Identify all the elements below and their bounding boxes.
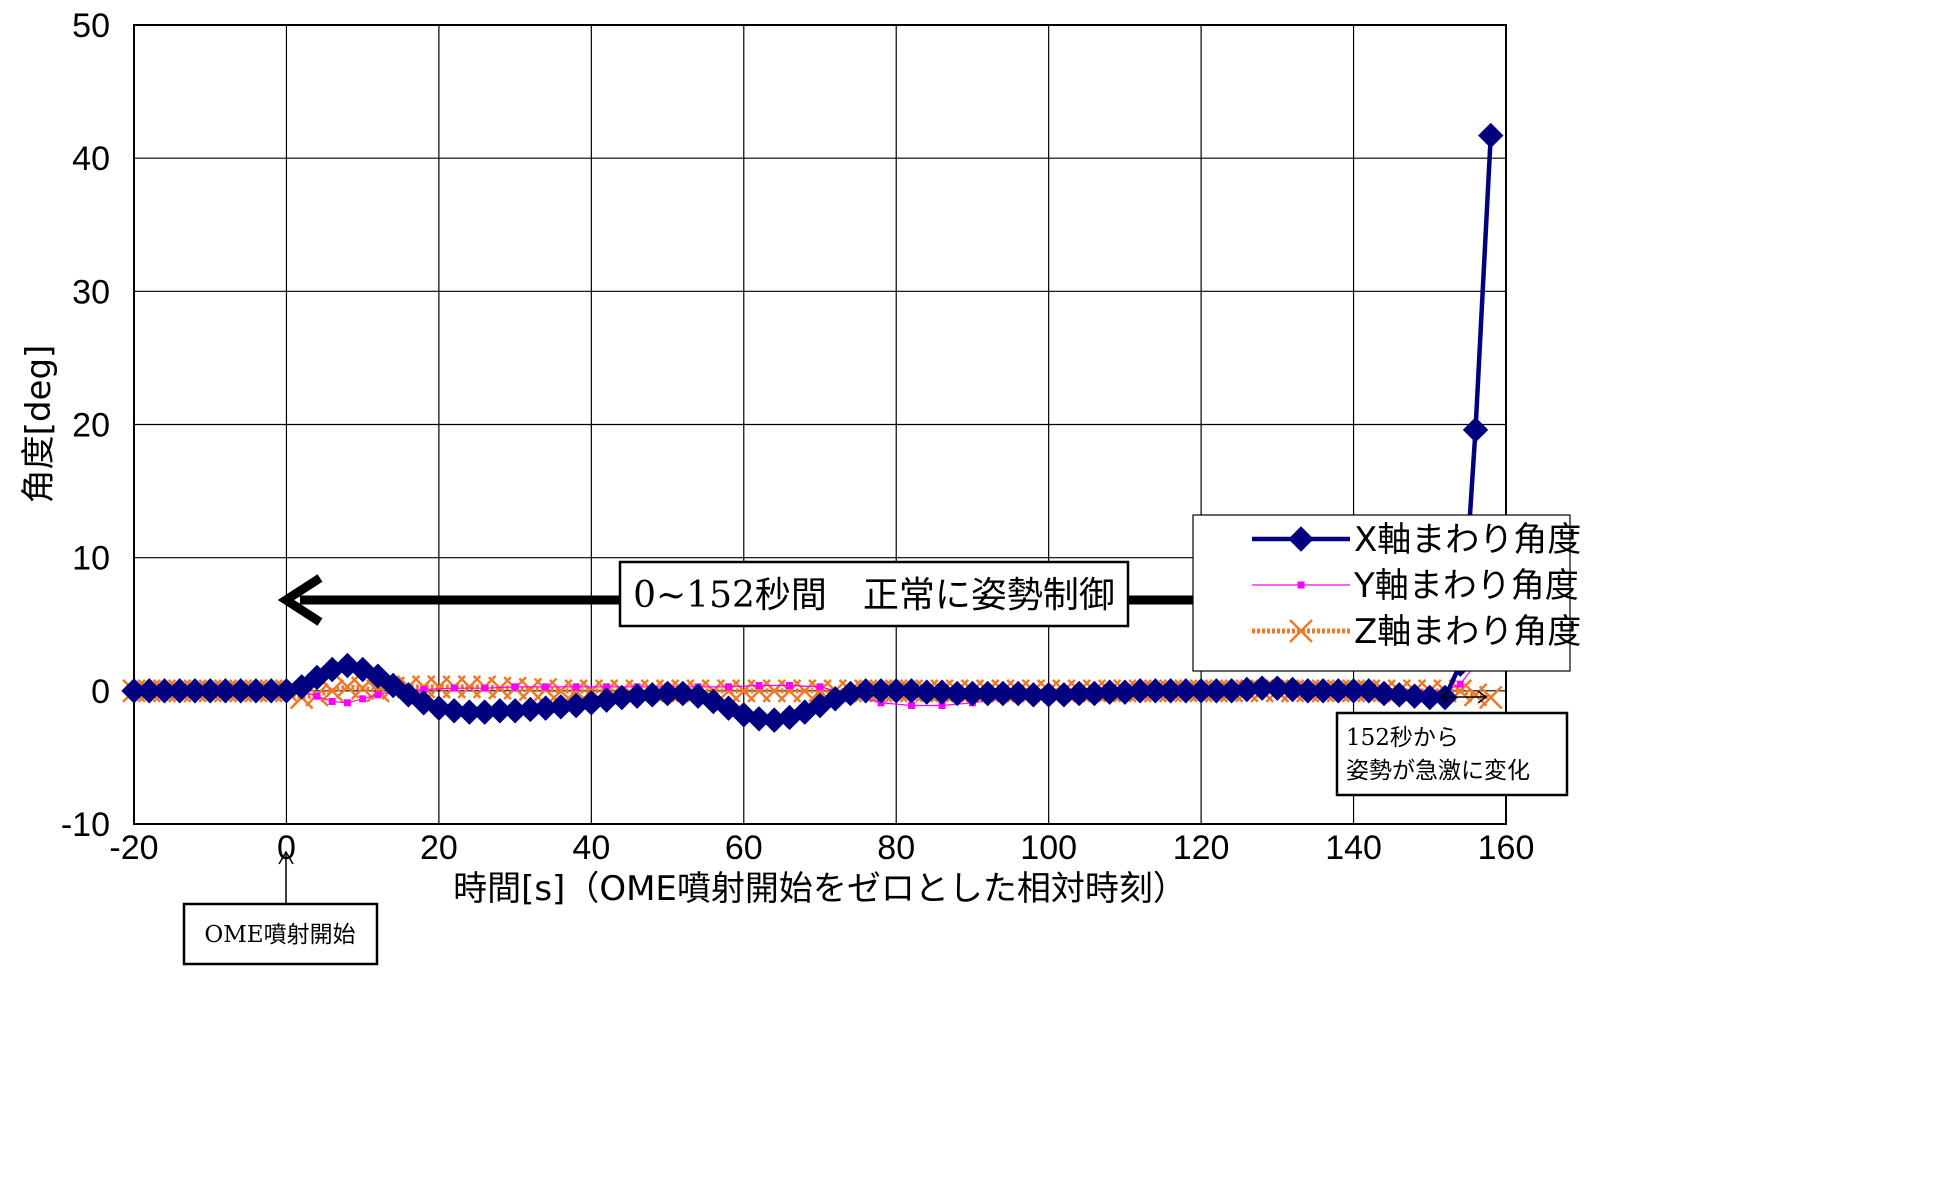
square-point (511, 683, 519, 691)
square-point (328, 697, 336, 705)
x-axis-title: 時間[s]（OME噴射開始をゼロとした相対時刻） (453, 869, 1187, 909)
square-point (725, 683, 733, 691)
y-tick-label: 20 (72, 407, 110, 445)
y-tick-label: 40 (72, 140, 110, 178)
square-point (1297, 581, 1305, 589)
legend-items: X軸まわり角度 Y軸まわり角度 Z軸まわり角度 (1252, 520, 1581, 652)
square-point (816, 683, 824, 691)
x-tick-label: 0 (277, 829, 296, 867)
legend: X軸まわり角度 Y軸まわり角度 Z軸まわり角度 (1192, 514, 1581, 672)
x-point (1478, 685, 1503, 710)
x-tick-label: 160 (1478, 829, 1535, 867)
series-line (134, 684, 1492, 700)
x-point (320, 678, 345, 703)
square-point (542, 683, 550, 691)
legend-label: Y軸まわり角度 (1353, 566, 1579, 606)
x-point (1289, 619, 1313, 643)
square-point (313, 692, 321, 700)
x-point-stroke (1463, 682, 1488, 707)
range-arrow-left-head (277, 574, 323, 626)
x-tick-label: 80 (877, 829, 915, 867)
legend-item: X軸まわり角度 (1252, 520, 1581, 560)
legend-item: Y軸まわり角度 (1252, 566, 1579, 606)
start-label: OME噴射開始 (204, 922, 355, 948)
x-tick-label: 60 (725, 829, 763, 867)
change-label-line2: 姿勢が急激に変化 (1346, 758, 1530, 784)
x-tick-label: 120 (1173, 829, 1230, 867)
change-span-left-head (1439, 690, 1450, 704)
start-arrow-head (278, 850, 294, 865)
start-label-box (182, 902, 379, 966)
square-point (359, 695, 367, 703)
x-point-stroke (1289, 619, 1313, 643)
series-1 (121, 122, 1504, 733)
legend-label: Z軸まわり角度 (1354, 612, 1581, 652)
square-point (786, 682, 794, 690)
x-tick-label: 100 (1020, 829, 1077, 867)
y-axis-title: 角度[deg] (19, 345, 59, 504)
square-point (420, 686, 428, 694)
y-tick-label: 0 (91, 673, 110, 711)
square-point (907, 701, 915, 709)
change-span-right-head (1477, 690, 1488, 704)
change-label-box (1335, 711, 1569, 797)
square-point (374, 691, 382, 699)
y-tick-label: 50 (72, 7, 110, 45)
range-label: 0~152秒間 正常に姿勢制御 (633, 575, 1115, 616)
x-point-stroke (320, 678, 345, 703)
y-tick-label: -10 (61, 806, 110, 844)
x-point-stroke (1478, 685, 1503, 710)
x-point (1463, 682, 1488, 707)
square-point (481, 684, 489, 692)
x-tick-label: -20 (109, 829, 158, 867)
x-tick-label: 140 (1325, 829, 1382, 867)
square-point (938, 701, 946, 709)
y-tick-label: 10 (72, 540, 110, 578)
range-label-box (618, 560, 1130, 628)
change-annotation: 152秒から 姿勢が急激に変化 (1335, 690, 1569, 797)
square-point (1456, 680, 1464, 688)
legend-label: X軸まわり角度 (1354, 520, 1581, 560)
change-label-line1: 152秒から (1346, 725, 1459, 751)
square-point (572, 683, 580, 691)
diamond-point (1462, 417, 1489, 443)
square-point (755, 682, 763, 690)
start-annotation: OME噴射開始 (182, 850, 379, 966)
x-tick-label: 40 (572, 829, 610, 867)
diamond-point (1478, 122, 1504, 149)
y-tick-label: 30 (72, 273, 110, 311)
square-point (343, 699, 351, 707)
square-point (450, 684, 458, 692)
series-layer (121, 122, 1504, 733)
x-tick-label: 20 (420, 829, 458, 867)
diamond-point (1288, 526, 1314, 552)
square-point (603, 683, 611, 691)
legend-item: Z軸まわり角度 (1252, 612, 1581, 652)
